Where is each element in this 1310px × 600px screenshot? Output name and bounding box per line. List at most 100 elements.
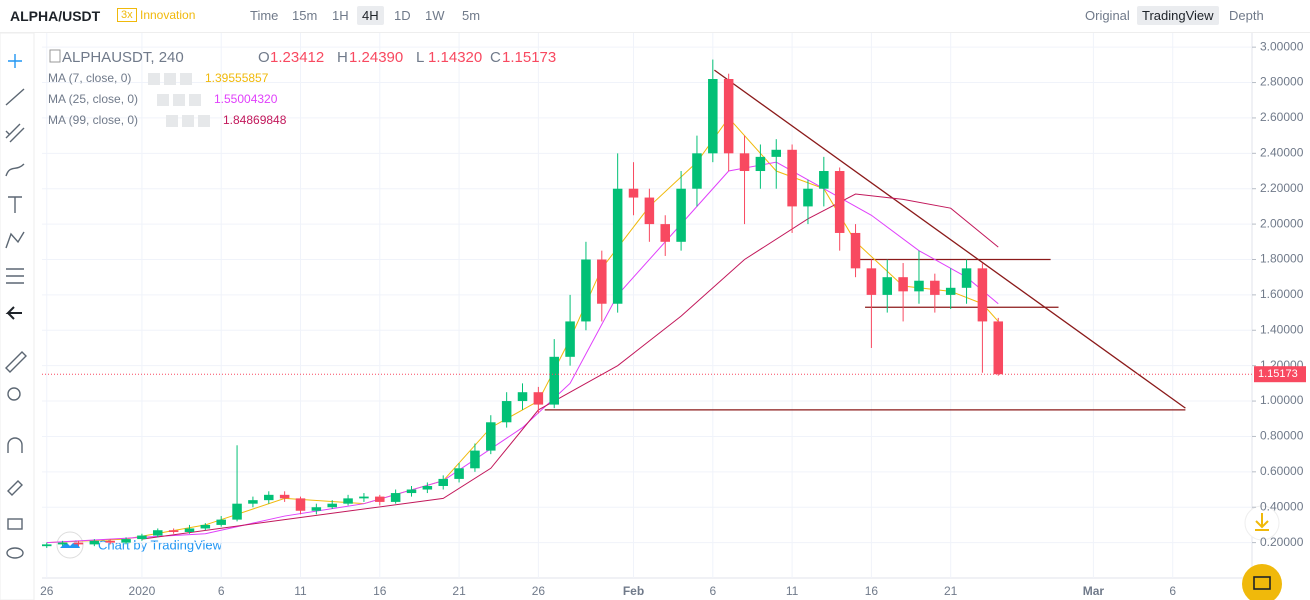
zoom-tool[interactable]	[7, 387, 21, 401]
ma-legend-value: 1.55004320	[214, 92, 278, 106]
ma-legend-button[interactable]	[157, 94, 169, 106]
x-tick-label: Mar	[1083, 584, 1105, 598]
ma-line	[141, 193, 999, 540]
candle-body	[581, 259, 591, 322]
y-tick-label: 1.00000	[1260, 393, 1304, 407]
candle-body	[612, 188, 623, 304]
candle-body	[644, 197, 655, 225]
candle-body	[803, 188, 813, 207]
y-tick-label: 3.00000	[1260, 39, 1304, 53]
chat-icon	[1253, 576, 1271, 590]
candle-body	[454, 468, 464, 479]
x-tick-label: Feb	[623, 584, 644, 598]
interval-button[interactable]: Time	[250, 8, 279, 23]
view-button[interactable]: TradingView	[1137, 6, 1219, 25]
candle-body	[755, 156, 766, 172]
candle-body	[42, 544, 52, 547]
interval-button[interactable]: 15m	[292, 8, 318, 23]
crosshair-tool[interactable]	[8, 54, 22, 68]
interval-button[interactable]: 1D	[394, 8, 411, 23]
ma-legend-value: 1.39555857	[205, 71, 269, 85]
back-tool[interactable]	[5, 306, 22, 320]
candle-body	[390, 493, 401, 502]
x-tick-label: 11	[786, 584, 799, 598]
y-tick-label: 2.00000	[1260, 216, 1304, 230]
ma-legend-button[interactable]	[164, 73, 176, 85]
candle-body	[343, 498, 353, 504]
ma-legend-button[interactable]	[182, 115, 194, 127]
ma-legend-button[interactable]	[173, 94, 185, 106]
brush-tool[interactable]	[5, 163, 25, 177]
top-bar: ALPHA/USDT 3x Innovation Time 15m 1H 4H 1D 1W…	[0, 0, 1310, 33]
left-toolbar	[0, 33, 35, 600]
text-tool[interactable]	[8, 196, 22, 213]
lock-draw-tool[interactable]	[7, 480, 23, 496]
candle-body	[692, 153, 702, 189]
line-tool[interactable]	[5, 88, 25, 106]
x-tick-label: 16	[373, 584, 387, 598]
ohlc-key: H	[337, 49, 348, 66]
pair[interactable]: ALPHA/USDT	[10, 8, 101, 24]
x-tick-label: 11	[294, 584, 307, 598]
ohlc-value: 1.15173	[502, 49, 556, 66]
candle-body	[739, 153, 750, 172]
candle-body	[279, 494, 290, 499]
interval-button[interactable]: 1H	[332, 8, 349, 23]
candle-body	[89, 540, 100, 545]
ohlc-key: L	[416, 49, 424, 66]
candle-body	[660, 224, 670, 242]
candle-body	[216, 519, 226, 525]
pattern-tool[interactable]	[5, 231, 25, 249]
candle-body	[153, 530, 163, 536]
candle-body	[105, 540, 115, 543]
candle-body	[914, 280, 924, 292]
y-tick-label: 0.80000	[1260, 429, 1304, 443]
magnet-tool[interactable]	[7, 437, 23, 453]
fib-tool[interactable]	[5, 123, 25, 143]
x-tick-label: 6	[1169, 584, 1176, 598]
prediction-tool[interactable]	[6, 268, 24, 284]
view-button[interactable]: Depth	[1229, 8, 1264, 23]
candle-body	[311, 507, 322, 511]
view-button[interactable]: Original	[1085, 8, 1130, 23]
candle-body	[882, 277, 893, 295]
ma-legend-button[interactable]	[180, 73, 192, 85]
last-price-tag	[1254, 366, 1306, 383]
lock-tool[interactable]	[7, 518, 23, 530]
y-tick-label: 2.20000	[1260, 181, 1304, 195]
legend-title: ALPHAUSDT, 240	[62, 49, 184, 66]
ma-legend-name: MA (25, close, 0)	[48, 92, 138, 106]
x-tick-label: 26	[40, 584, 54, 598]
eye-tool[interactable]	[6, 547, 24, 559]
interval-button[interactable]: 1W	[425, 8, 445, 23]
candle-body	[945, 287, 956, 295]
ohlc-value: 1.24390	[349, 49, 403, 66]
candle-body	[676, 188, 686, 242]
x-tick-label: 2020	[129, 584, 156, 598]
ma-legend-button[interactable]	[198, 115, 210, 127]
candle-body	[57, 542, 68, 545]
candle-body	[422, 485, 433, 490]
measure-tool[interactable]	[5, 351, 27, 373]
x-tick-label: 16	[865, 584, 879, 598]
y-tick-label: 2.60000	[1260, 110, 1304, 124]
interval-button[interactable]: 5m	[462, 8, 481, 23]
candle-body	[708, 79, 718, 154]
candle-body	[517, 392, 528, 402]
candle-body	[597, 259, 607, 304]
grid	[42, 33, 1252, 578]
candle-body	[73, 542, 84, 545]
ma-legend-button[interactable]	[166, 115, 178, 127]
candle-body	[359, 496, 369, 499]
legend: ALPHAUSDT, 240 O 1.23412 H 1.24390 L 1.14320 C 1…	[48, 49, 556, 127]
chat-button[interactable]	[1242, 564, 1282, 600]
y-tick-label: 0.60000	[1260, 464, 1304, 478]
y-tick-label: 0.40000	[1260, 499, 1304, 513]
y-tick-label: 2.80000	[1260, 75, 1304, 89]
interval-button[interactable]: 4H	[357, 6, 384, 25]
legend-box	[49, 49, 61, 63]
ma-legend-button[interactable]	[189, 94, 201, 106]
ma-legend-button[interactable]	[148, 73, 160, 85]
trend-line	[714, 69, 1186, 409]
